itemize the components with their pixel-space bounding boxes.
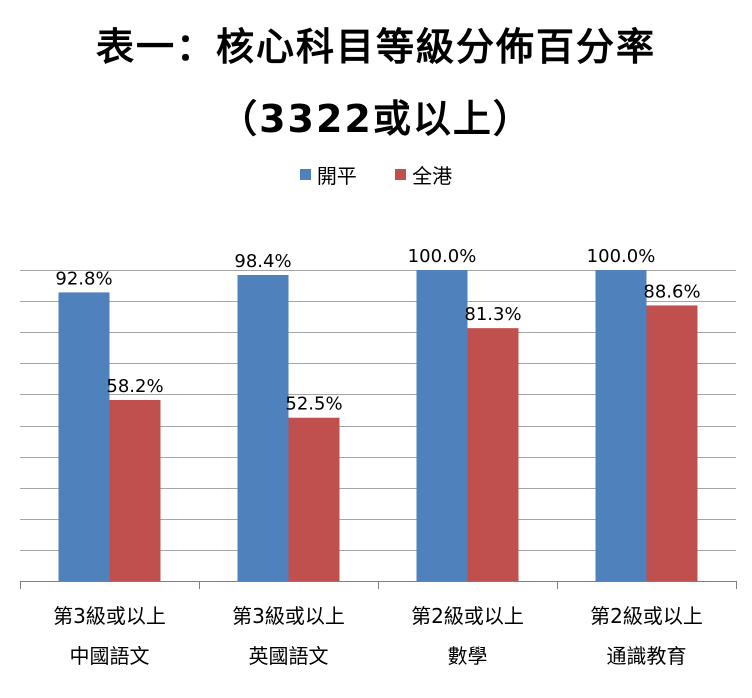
legend-item-hongkong: 全港: [395, 160, 452, 189]
x-tick-label: 第2級或以上: [411, 604, 524, 628]
data-label-kaiping: 100.0%: [408, 246, 477, 267]
legend-item-kaiping: 開平: [299, 160, 357, 189]
data-label-hongkong: 58.2%: [106, 376, 163, 397]
bar-hongkong: [646, 305, 698, 581]
x-tick-label: 英國語文: [249, 644, 329, 668]
x-tick-label: 中國語文: [70, 644, 150, 668]
x-tick-label: 通識教育: [607, 644, 687, 668]
legend-swatch-hongkong: [395, 169, 407, 180]
bar-hongkong: [288, 417, 340, 581]
bar-kaiping: [416, 270, 468, 581]
legend-swatch-kaiping: [299, 169, 311, 180]
bar-hongkong: [467, 328, 519, 581]
bar-kaiping: [595, 270, 647, 581]
x-tick-label: 第3級或以上: [53, 604, 166, 628]
data-label-hongkong: 81.3%: [464, 304, 521, 325]
data-label-kaiping: 92.8%: [55, 268, 112, 289]
x-tick-label: 數學: [448, 644, 488, 668]
legend: 開平 全港: [0, 160, 752, 189]
data-label-kaiping: 100.0%: [587, 246, 656, 267]
bar-kaiping: [58, 292, 110, 581]
legend-label-hongkong: 全港: [412, 164, 453, 188]
data-label-hongkong: 88.6%: [643, 281, 700, 302]
data-label-kaiping: 98.4%: [234, 251, 291, 272]
data-label-hongkong: 52.5%: [285, 394, 342, 415]
chart-subtitle: （3322或以上）: [219, 97, 533, 141]
legend-label-kaiping: 開平: [316, 164, 357, 188]
bar-hongkong: [109, 399, 161, 581]
bar-kaiping: [237, 274, 289, 581]
x-tick-label: 第2級或以上: [590, 604, 703, 628]
x-tick-label: 第3級或以上: [232, 604, 345, 628]
chart-title: 表一：核心科目等級分佈百分率: [95, 25, 656, 69]
